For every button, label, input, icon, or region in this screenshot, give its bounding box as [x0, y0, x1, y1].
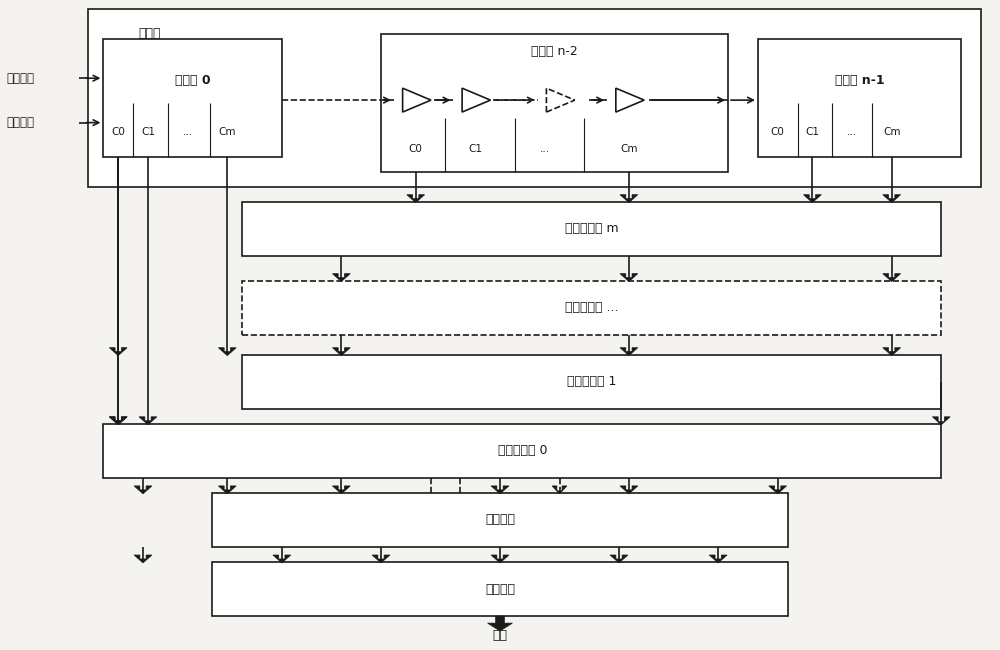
Text: 进位链 n-2: 进位链 n-2 [531, 45, 578, 58]
FancyArrow shape [932, 417, 950, 424]
Text: 延时线: 延时线 [138, 27, 161, 40]
Bar [242, 202, 941, 256]
FancyArrow shape [109, 417, 127, 424]
FancyArrow shape [803, 195, 821, 203]
FancyArrow shape [610, 555, 628, 563]
FancyArrow shape [552, 486, 567, 494]
FancyArrow shape [273, 555, 291, 563]
Text: ...: ... [540, 144, 550, 154]
Text: 次级延时线 ...: 次级延时线 ... [565, 301, 618, 314]
FancyArrow shape [620, 195, 638, 203]
Text: 待测信号: 待测信号 [6, 72, 34, 84]
FancyArrow shape [491, 555, 509, 563]
Text: C1: C1 [141, 127, 155, 138]
FancyArrow shape [488, 616, 512, 631]
FancyArrow shape [620, 348, 638, 356]
FancyArrow shape [883, 348, 901, 356]
Bar [103, 39, 282, 157]
Text: 次级延时线 m: 次级延时线 m [565, 222, 619, 235]
FancyArrow shape [134, 486, 152, 494]
FancyArrow shape [109, 417, 127, 424]
Bar [212, 493, 788, 547]
Polygon shape [616, 88, 644, 112]
Text: 平均模块: 平均模块 [485, 582, 515, 595]
Polygon shape [546, 88, 575, 112]
FancyArrow shape [332, 274, 350, 281]
Text: Cm: Cm [219, 127, 236, 138]
FancyArrow shape [620, 274, 638, 281]
Text: Cm: Cm [883, 127, 900, 138]
Text: 精码: 精码 [493, 629, 508, 642]
FancyArrow shape [491, 486, 509, 494]
Text: ...: ... [183, 127, 193, 138]
Text: 次级延时线 1: 次级延时线 1 [567, 375, 616, 388]
FancyArrow shape [109, 348, 127, 356]
Text: 次级延时线 0: 次级延时线 0 [498, 445, 547, 458]
Text: C0: C0 [771, 127, 785, 138]
Bar [212, 562, 788, 616]
FancyArrow shape [218, 348, 236, 356]
Text: ...: ... [847, 127, 857, 138]
FancyArrow shape [139, 417, 157, 424]
Text: Cm: Cm [620, 144, 638, 154]
Text: C1: C1 [468, 144, 482, 154]
Bar [242, 355, 941, 409]
FancyArrow shape [372, 555, 390, 563]
FancyArrow shape [407, 195, 425, 203]
FancyArrow shape [883, 195, 901, 203]
Bar [242, 281, 941, 335]
Text: 进位链 n-1: 进位链 n-1 [835, 73, 884, 86]
FancyArrow shape [134, 555, 152, 563]
Bar [381, 34, 728, 172]
FancyArrow shape [218, 486, 236, 494]
Text: C0: C0 [409, 144, 423, 154]
FancyArrow shape [769, 486, 787, 494]
Bar [88, 9, 981, 187]
Text: 参考时钟: 参考时钟 [6, 116, 34, 129]
Bar [103, 424, 941, 478]
FancyArrow shape [332, 348, 350, 356]
Polygon shape [403, 88, 431, 112]
FancyArrow shape [883, 274, 901, 281]
FancyArrow shape [709, 555, 727, 563]
Text: 译码模块: 译码模块 [485, 514, 515, 526]
Text: C1: C1 [805, 127, 819, 138]
Text: 进位链 0: 进位链 0 [175, 73, 210, 86]
Text: C0: C0 [111, 127, 125, 138]
FancyArrow shape [332, 486, 350, 494]
FancyArrow shape [620, 486, 638, 494]
Polygon shape [462, 88, 490, 112]
Bar [758, 39, 961, 157]
